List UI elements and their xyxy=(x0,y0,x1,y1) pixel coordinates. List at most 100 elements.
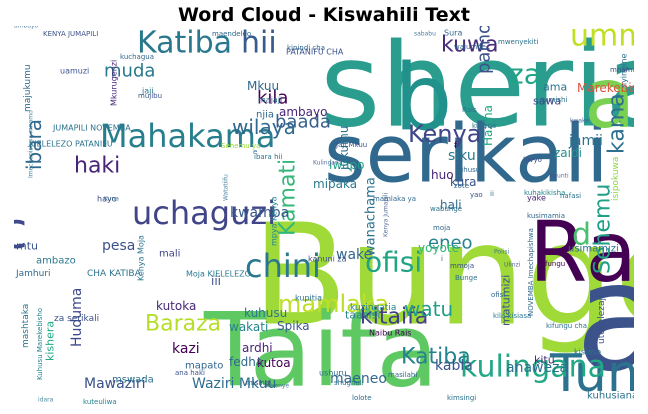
word: jaji xyxy=(141,87,154,96)
word: majukumu xyxy=(23,64,33,112)
word: Kamati xyxy=(276,159,301,236)
word: mpya Kenya xyxy=(270,196,279,246)
word: Sura xyxy=(444,29,462,38)
word: mali xyxy=(159,249,180,260)
word: iii xyxy=(211,274,221,288)
word: serikali xyxy=(324,108,608,201)
word: Ulinzi xyxy=(504,262,521,269)
word: kutoka xyxy=(156,299,196,313)
word: anaweza xyxy=(506,360,568,376)
word: ambazo xyxy=(36,256,76,267)
word: hali xyxy=(440,198,462,212)
word: wakati xyxy=(229,320,268,334)
word: d xyxy=(572,218,591,253)
word: Mkurugenzi xyxy=(110,60,119,106)
word: b xyxy=(394,45,452,152)
word: wilaya xyxy=(232,115,296,139)
word: kuhusu xyxy=(244,306,287,320)
word: usimamizi xyxy=(568,244,619,255)
word: mmoja xyxy=(450,262,474,270)
word: Katiba xyxy=(137,26,232,61)
word: zote xyxy=(454,182,469,190)
word: Katiba xyxy=(401,345,471,370)
word: iwapo xyxy=(329,158,364,172)
word: nyingine xyxy=(620,54,629,88)
word: ofisi xyxy=(365,246,422,279)
word: kutoa xyxy=(257,356,291,370)
word: moja xyxy=(433,224,450,232)
word: pesa xyxy=(102,238,135,254)
word: hivyo xyxy=(523,156,542,164)
word: watu xyxy=(404,297,453,321)
word: mwenyekiti xyxy=(498,38,538,46)
word: baada xyxy=(275,112,331,133)
word: huo xyxy=(431,168,454,182)
word: Spika xyxy=(277,319,310,333)
word: e xyxy=(253,148,257,156)
word: kifungu xyxy=(539,260,565,268)
word: uamuzi xyxy=(60,67,89,76)
word: umma xyxy=(570,26,634,54)
word: kitaifa xyxy=(360,305,428,330)
word: kuchagua xyxy=(120,53,154,61)
word: sawa xyxy=(533,95,561,108)
word: KENYA JUMAPILI xyxy=(43,30,98,38)
word: kipindi cha xyxy=(287,44,325,52)
word: eneo xyxy=(428,233,473,254)
word: za xyxy=(509,58,541,91)
word: siku xyxy=(448,148,476,164)
word: kifungu cha xyxy=(546,322,587,330)
word: shughuli xyxy=(334,379,364,387)
word: isipokuwa xyxy=(611,157,621,201)
word: kuteuliwa xyxy=(83,398,117,406)
word: kulingana xyxy=(460,350,606,385)
word: Jaji Mkuu xyxy=(335,141,367,149)
word: Moja KIELELEZO xyxy=(186,270,251,279)
word: Kulingana xyxy=(313,160,343,167)
word: Huduma xyxy=(69,288,85,347)
chart-title: Word Cloud - Kiswahili Text xyxy=(178,4,470,26)
word: Kenya Jumapili xyxy=(383,192,390,237)
word: misingi xyxy=(246,379,271,387)
word: Mawaziri xyxy=(84,376,146,392)
word: maeneo xyxy=(330,371,387,387)
word: Kenya xyxy=(408,120,481,148)
word: ofisi xyxy=(491,291,505,299)
word: Baraza xyxy=(145,312,221,337)
word: taasisi xyxy=(345,309,380,322)
word: Naibu Rais xyxy=(369,329,411,338)
word: Polisi xyxy=(494,249,510,256)
word: mapato xyxy=(185,361,223,372)
word: zaidi xyxy=(554,146,582,160)
word: haki xyxy=(74,154,120,179)
word: Sehemu xyxy=(591,184,616,274)
word: mswada xyxy=(112,375,154,386)
word: mnamo Novemba xyxy=(610,66,634,74)
word: ushuru xyxy=(319,369,347,378)
word: wanachama xyxy=(364,177,379,256)
word: CHA KATIBA xyxy=(87,269,142,279)
word: kisiasa xyxy=(574,348,601,357)
word: kwenye xyxy=(266,383,289,390)
word: mamlaka ya xyxy=(373,195,416,203)
word: fedha xyxy=(229,355,263,369)
word: Watatiifu xyxy=(223,174,230,201)
word: pamoja xyxy=(474,26,495,74)
word: ardhi xyxy=(242,341,273,355)
word: za serikali xyxy=(54,314,99,324)
word: Waziri Mkuu xyxy=(192,376,276,392)
word: Hazina xyxy=(481,105,495,146)
word: chini xyxy=(245,247,321,285)
word: kuteua xyxy=(472,122,496,130)
word: au xyxy=(575,231,634,405)
word: Rais xyxy=(529,203,634,301)
word: muda xyxy=(104,61,155,82)
word: maendeleo xyxy=(212,30,251,38)
word: yoyote xyxy=(418,241,459,255)
word: kimsingi xyxy=(447,394,476,402)
word: utumishi xyxy=(537,96,567,104)
word: JUMAPILI NOVEMBA xyxy=(52,124,131,133)
